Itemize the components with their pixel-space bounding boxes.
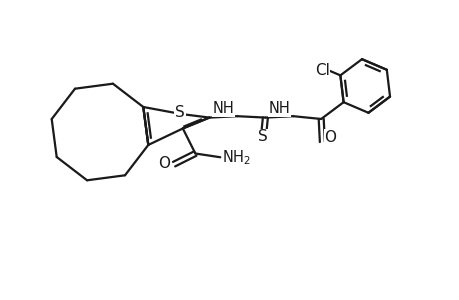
Text: O: O bbox=[158, 156, 170, 171]
Text: NH$_2$: NH$_2$ bbox=[222, 148, 251, 167]
Text: S: S bbox=[257, 129, 267, 144]
Text: O: O bbox=[324, 130, 336, 145]
Text: NH: NH bbox=[212, 101, 234, 116]
Text: NH: NH bbox=[268, 101, 290, 116]
Text: S: S bbox=[175, 106, 185, 121]
Text: Cl: Cl bbox=[314, 63, 329, 78]
